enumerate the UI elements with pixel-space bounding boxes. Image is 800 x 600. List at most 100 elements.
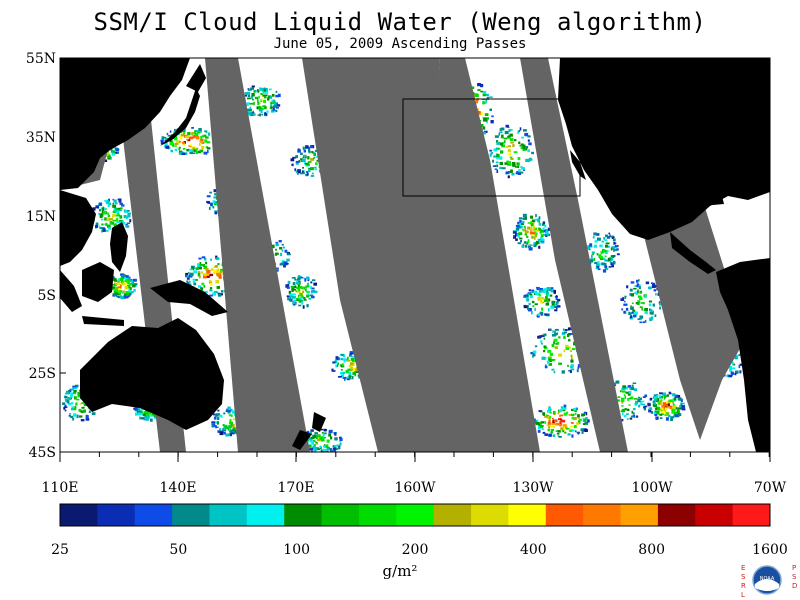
cloud-pixel <box>494 168 498 170</box>
cloud-pixel <box>574 412 577 415</box>
cloud-pixel <box>276 104 281 107</box>
cloud-pixel <box>216 426 219 428</box>
cloud-pixel <box>123 209 126 213</box>
cloud-pixel <box>69 413 72 415</box>
cloud-pixel <box>501 134 504 138</box>
cloud-pixel <box>149 412 152 415</box>
asia-land <box>60 58 190 190</box>
cloud-pixel <box>73 413 77 417</box>
cloud-pixel <box>229 429 233 433</box>
cloud-pixel <box>191 127 194 129</box>
cloud-pixel <box>293 304 296 306</box>
cloud-pixel <box>313 290 318 294</box>
cloud-pixel <box>197 271 201 274</box>
cloud-pixel <box>320 448 323 451</box>
colorbar-swatch <box>583 504 622 526</box>
cloud-pixel <box>637 318 641 321</box>
cloud-pixel <box>273 101 276 105</box>
cloud-pixel <box>516 171 520 174</box>
cloud-pixel <box>112 293 116 295</box>
cloud-pixel <box>636 279 639 283</box>
cloud-pixel <box>537 238 542 241</box>
cloud-pixel <box>662 402 667 406</box>
cloud-pixel <box>628 404 631 406</box>
cloud-pixel <box>274 267 279 270</box>
region-outline <box>402 98 581 197</box>
cloud-pixel <box>489 96 493 98</box>
cloud-pixel <box>286 295 290 298</box>
cloud-pixel <box>299 300 303 303</box>
cloud-pixel <box>570 333 573 335</box>
cloud-pixel <box>193 282 197 286</box>
cloud-pixel <box>523 229 527 232</box>
cloud-pixel <box>282 246 285 249</box>
cloud-pixel <box>263 88 266 92</box>
cloud-pixel <box>139 416 141 419</box>
cloud-pixel <box>482 117 486 119</box>
cloud-pixel <box>550 289 555 293</box>
cloud-pixel <box>182 143 186 146</box>
cloud-pixel <box>101 229 103 233</box>
cloud-pixel <box>651 282 654 285</box>
cloud-pixel <box>331 368 334 372</box>
cloud-pixel <box>503 140 506 143</box>
cloud-pixel <box>540 340 543 343</box>
cloud-pixel <box>539 289 542 293</box>
cloud-pixel <box>102 208 104 211</box>
cloud-pixel <box>91 413 96 416</box>
cloud-pixel <box>498 156 503 160</box>
cloud-pixel <box>548 363 552 366</box>
cloud-pixel <box>320 428 324 431</box>
cloud-pixel <box>122 282 125 286</box>
cloud-pixel <box>257 98 259 103</box>
cloud-pixel <box>549 434 552 436</box>
cloud-pixel <box>735 356 738 359</box>
cloud-pixel <box>655 293 657 296</box>
cloud-pixel <box>654 396 658 399</box>
cloud-pixel <box>522 144 526 147</box>
colorbar-label: 25 <box>51 542 69 558</box>
cloud-pixel <box>308 436 313 441</box>
cloud-pixel <box>555 346 558 349</box>
cloud-pixel <box>250 87 254 90</box>
cloud-pixel <box>125 296 129 299</box>
colorbar-swatch <box>209 504 248 526</box>
cloud-pixel <box>623 394 626 397</box>
cloud-pixel <box>522 146 526 150</box>
cloud-pixel <box>678 397 682 401</box>
cloud-pixel <box>311 441 314 445</box>
cloud-pixel <box>482 101 485 105</box>
cloud-pixel <box>215 202 219 205</box>
cloud-pixel <box>564 331 568 334</box>
cloud-pixel <box>254 96 259 100</box>
cloud-pixel <box>231 432 235 435</box>
cloud-pixel <box>571 416 574 420</box>
cloud-pixel <box>624 300 626 303</box>
cloud-pixel <box>276 106 279 109</box>
cloud-pixel <box>78 408 81 412</box>
cloud-pixel <box>121 223 125 225</box>
cloud-pixel <box>574 409 577 413</box>
cloud-pixel <box>326 446 329 449</box>
cloud-pixel <box>577 420 580 423</box>
cloud-pixel <box>554 332 559 335</box>
cloud-pixel <box>120 296 125 300</box>
cloud-pixel <box>638 286 641 290</box>
cloud-pixel <box>613 260 616 265</box>
cloud-pixel <box>114 202 118 205</box>
cloud-pixel <box>113 290 117 293</box>
cloud-pixel <box>233 430 237 434</box>
cloud-pixel <box>104 200 108 202</box>
cloud-pixel <box>665 417 669 421</box>
cloud-pixel <box>127 210 130 212</box>
cloud-pixel <box>594 261 598 265</box>
cloud-pixel <box>657 401 660 405</box>
cloud-pixel <box>80 410 85 413</box>
cloud-pixel <box>126 225 130 228</box>
cloud-pixel <box>609 235 614 238</box>
cloud-pixel <box>673 397 677 401</box>
cloud-pixel <box>73 392 77 395</box>
cloud-pixel <box>540 422 542 426</box>
cloud-pixel <box>629 293 631 296</box>
cloud-pixel <box>275 94 280 98</box>
